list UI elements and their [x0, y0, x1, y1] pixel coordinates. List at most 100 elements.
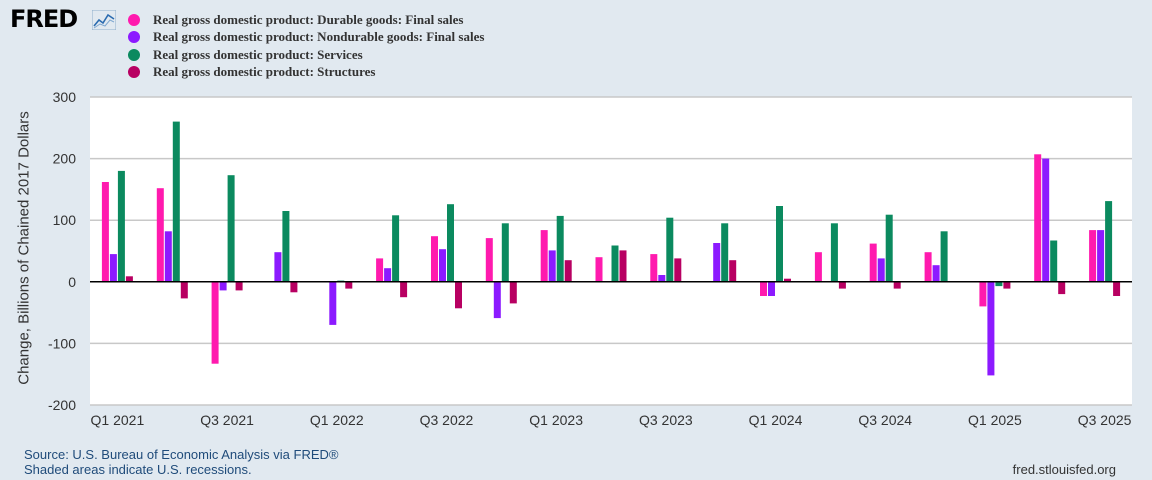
bar[interactable] — [556, 215, 564, 282]
y-tick-label: 100 — [53, 212, 77, 228]
bar[interactable] — [290, 281, 298, 293]
legend-label-nondurable: Real gross domestic product: Nondurable … — [153, 29, 485, 45]
bar[interactable] — [1003, 281, 1011, 289]
bar[interactable] — [1058, 281, 1066, 295]
y-tick-label: 300 — [53, 89, 77, 105]
bar[interactable] — [540, 230, 548, 282]
legend-item-durable[interactable]: Real gross domestic product: Durable goo… — [128, 11, 484, 29]
bar[interactable] — [650, 254, 658, 282]
plot-area — [90, 97, 1132, 405]
fred-chart-icon — [92, 10, 116, 30]
bar[interactable] — [776, 206, 783, 282]
bar[interactable] — [509, 281, 517, 304]
bar[interactable] — [987, 281, 995, 376]
bar[interactable] — [611, 245, 619, 282]
site-url[interactable]: fred.stlouisfed.org — [1012, 462, 1116, 477]
x-tick-label: Q3 2023 — [639, 412, 693, 428]
bar[interactable] — [1089, 230, 1097, 282]
bar[interactable] — [400, 281, 408, 298]
legend-item-services[interactable]: Real gross domestic product: Services — [128, 46, 484, 64]
chart-footer: Source: U.S. Bureau of Economic Analysis… — [24, 447, 338, 477]
bar[interactable] — [431, 236, 438, 282]
bar[interactable] — [485, 238, 493, 282]
bar[interactable] — [760, 281, 767, 296]
x-tick-label: Q3 2024 — [858, 412, 912, 428]
y-tick-label: -200 — [48, 397, 76, 413]
bar-chart: 300 200 100 0 -100 -200 Q1 2021 Q3 2021 Q1 2022… — [48, 89, 1132, 428]
fred-logo[interactable]: FRED — [10, 5, 78, 33]
y-tick-label: 200 — [53, 151, 77, 167]
bar[interactable] — [814, 252, 822, 282]
bar[interactable] — [893, 281, 901, 289]
bar[interactable] — [869, 243, 877, 282]
bar[interactable] — [877, 258, 885, 282]
x-tick-label: Q3 2022 — [420, 412, 474, 428]
x-tick-label: Q1 2021 — [91, 412, 145, 428]
bar[interactable] — [156, 188, 164, 282]
bar[interactable] — [493, 281, 501, 319]
legend-label-services: Real gross domestic product: Services — [153, 46, 363, 62]
bar[interactable] — [455, 281, 462, 309]
bar[interactable] — [619, 250, 627, 282]
bar[interactable] — [666, 217, 674, 282]
legend-item-nondurable[interactable]: Real gross domestic product: Nondurable … — [128, 29, 484, 47]
bar[interactable] — [345, 281, 353, 289]
x-tick-label: Q1 2024 — [749, 412, 803, 428]
bar[interactable] — [1097, 230, 1105, 282]
y-tick-label: 0 — [68, 274, 76, 290]
bar[interactable] — [924, 252, 932, 282]
bar[interactable] — [768, 281, 775, 296]
bar[interactable] — [784, 278, 791, 282]
legend-marker-nondurable — [128, 31, 140, 44]
bar[interactable] — [729, 260, 737, 282]
bar[interactable] — [227, 175, 235, 282]
bar[interactable] — [101, 182, 109, 282]
x-tick-label: Q3 2025 — [1078, 412, 1132, 428]
chart-legend: Real gross domestic product: Durable goo… — [128, 11, 484, 81]
bar[interactable] — [1113, 281, 1121, 296]
legend-label-durable: Real gross domestic product: Durable goo… — [153, 11, 464, 27]
bar[interactable] — [447, 204, 454, 282]
bar[interactable] — [979, 281, 987, 307]
bar[interactable] — [1105, 201, 1113, 282]
bar[interactable] — [995, 281, 1003, 287]
bar[interactable] — [274, 252, 282, 282]
bar[interactable] — [713, 243, 721, 282]
bar[interactable] — [1042, 158, 1050, 282]
bar[interactable] — [117, 170, 125, 282]
bar[interactable] — [1034, 154, 1042, 282]
bar[interactable] — [885, 214, 893, 282]
legend-item-structures[interactable]: Real gross domestic product: Structures — [128, 64, 484, 82]
bar[interactable] — [830, 223, 838, 282]
bar[interactable] — [674, 258, 682, 282]
bar[interactable] — [658, 275, 666, 282]
bar[interactable] — [329, 281, 337, 325]
bar[interactable] — [940, 231, 948, 282]
bar[interactable] — [172, 121, 180, 282]
bar[interactable] — [282, 211, 290, 282]
bar[interactable] — [109, 254, 117, 282]
bar[interactable] — [548, 250, 556, 282]
bar[interactable] — [564, 260, 572, 282]
bar[interactable] — [125, 276, 133, 282]
bar[interactable] — [501, 223, 509, 282]
legend-label-structures: Real gross domestic product: Structures — [153, 64, 376, 80]
bar[interactable] — [211, 281, 219, 364]
bar[interactable] — [235, 281, 243, 291]
bar[interactable] — [439, 249, 446, 282]
bar[interactable] — [1050, 240, 1058, 282]
bar[interactable] — [595, 257, 603, 282]
legend-marker-structures — [128, 66, 140, 79]
x-tick-label: Q3 2021 — [200, 412, 254, 428]
bar[interactable] — [164, 231, 172, 282]
bar[interactable] — [392, 215, 400, 282]
bar[interactable] — [721, 223, 729, 282]
bar[interactable] — [180, 281, 188, 299]
bar[interactable] — [384, 268, 392, 282]
bar[interactable] — [932, 265, 940, 282]
bar[interactable] — [376, 258, 384, 282]
y-tick-label: -100 — [48, 335, 76, 351]
bar[interactable] — [219, 281, 227, 291]
bar[interactable] — [838, 281, 846, 289]
legend-marker-services — [128, 48, 140, 61]
